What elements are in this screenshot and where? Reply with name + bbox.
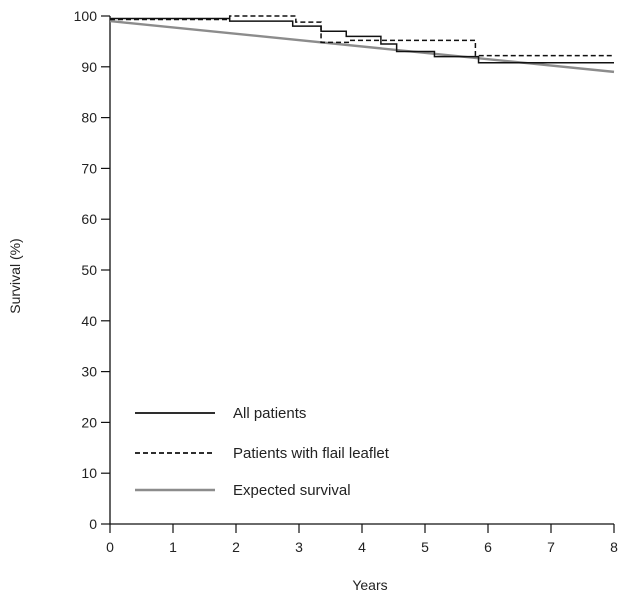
axes: 0 10 20 30 40 50 60 70 80 90 100 0 1 2 3 4 5 6 7 8	[74, 8, 618, 555]
x-tick-label: 0	[106, 539, 114, 555]
x-tick-label: 8	[610, 539, 618, 555]
x-tick-label: 4	[358, 539, 366, 555]
x-tick-label: 1	[169, 539, 177, 555]
legend-label: All patients	[233, 405, 306, 422]
series-line-all-patients	[110, 17, 614, 64]
y-axis-title: Survival (%)	[7, 238, 23, 313]
series-layer	[109, 15, 615, 74]
x-tick-label: 2	[232, 539, 240, 555]
x-tick-label: 5	[421, 539, 429, 555]
x-axis-title: Years	[352, 577, 387, 593]
y-tick-label: 20	[81, 414, 97, 430]
legend: All patients Patients with flail leaflet E…	[135, 405, 390, 499]
y-tick-label: 90	[81, 59, 97, 75]
y-tick-label: 70	[81, 160, 97, 176]
y-tick-label: 0	[89, 516, 97, 532]
legend-label: Expected survival	[233, 482, 351, 499]
y-tick-label: 40	[81, 313, 97, 329]
y-tick-label: 50	[81, 262, 97, 278]
x-tick-label: 3	[295, 539, 303, 555]
y-tick-label: 10	[81, 465, 97, 481]
series-line-patients-with-flail-leaflet	[110, 15, 614, 57]
y-tick-label: 80	[81, 110, 97, 126]
y-tick-label: 100	[74, 8, 98, 24]
legend-label: Patients with flail leaflet	[233, 445, 390, 462]
y-tick-label: 30	[81, 364, 97, 380]
x-tick-label: 7	[547, 539, 555, 555]
y-tick-label: 60	[81, 211, 97, 227]
x-tick-label: 6	[484, 539, 492, 555]
series-line-expected-survival	[109, 19, 615, 74]
